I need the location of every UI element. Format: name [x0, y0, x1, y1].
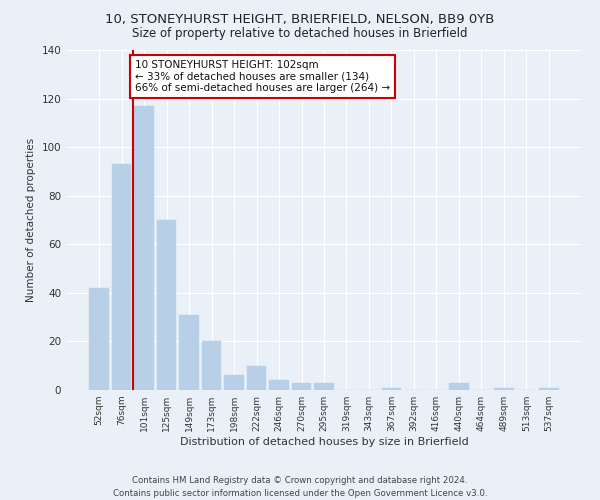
Bar [314, 382, 334, 390]
Text: Size of property relative to detached houses in Brierfield: Size of property relative to detached ho… [132, 28, 468, 40]
Bar [157, 220, 176, 390]
Bar [449, 382, 469, 390]
Bar [202, 342, 221, 390]
Bar [494, 388, 514, 390]
Bar [382, 388, 401, 390]
Bar [134, 106, 154, 390]
Bar [179, 314, 199, 390]
Bar [89, 288, 109, 390]
Bar [112, 164, 131, 390]
X-axis label: Distribution of detached houses by size in Brierfield: Distribution of detached houses by size … [179, 437, 469, 447]
Text: 10, STONEYHURST HEIGHT, BRIERFIELD, NELSON, BB9 0YB: 10, STONEYHURST HEIGHT, BRIERFIELD, NELS… [106, 12, 494, 26]
Bar [539, 388, 559, 390]
Bar [247, 366, 266, 390]
Bar [292, 382, 311, 390]
Text: 10 STONEYHURST HEIGHT: 102sqm
← 33% of detached houses are smaller (134)
66% of : 10 STONEYHURST HEIGHT: 102sqm ← 33% of d… [135, 60, 390, 93]
Y-axis label: Number of detached properties: Number of detached properties [26, 138, 36, 302]
Bar [269, 380, 289, 390]
Bar [224, 376, 244, 390]
Text: Contains HM Land Registry data © Crown copyright and database right 2024.
Contai: Contains HM Land Registry data © Crown c… [113, 476, 487, 498]
